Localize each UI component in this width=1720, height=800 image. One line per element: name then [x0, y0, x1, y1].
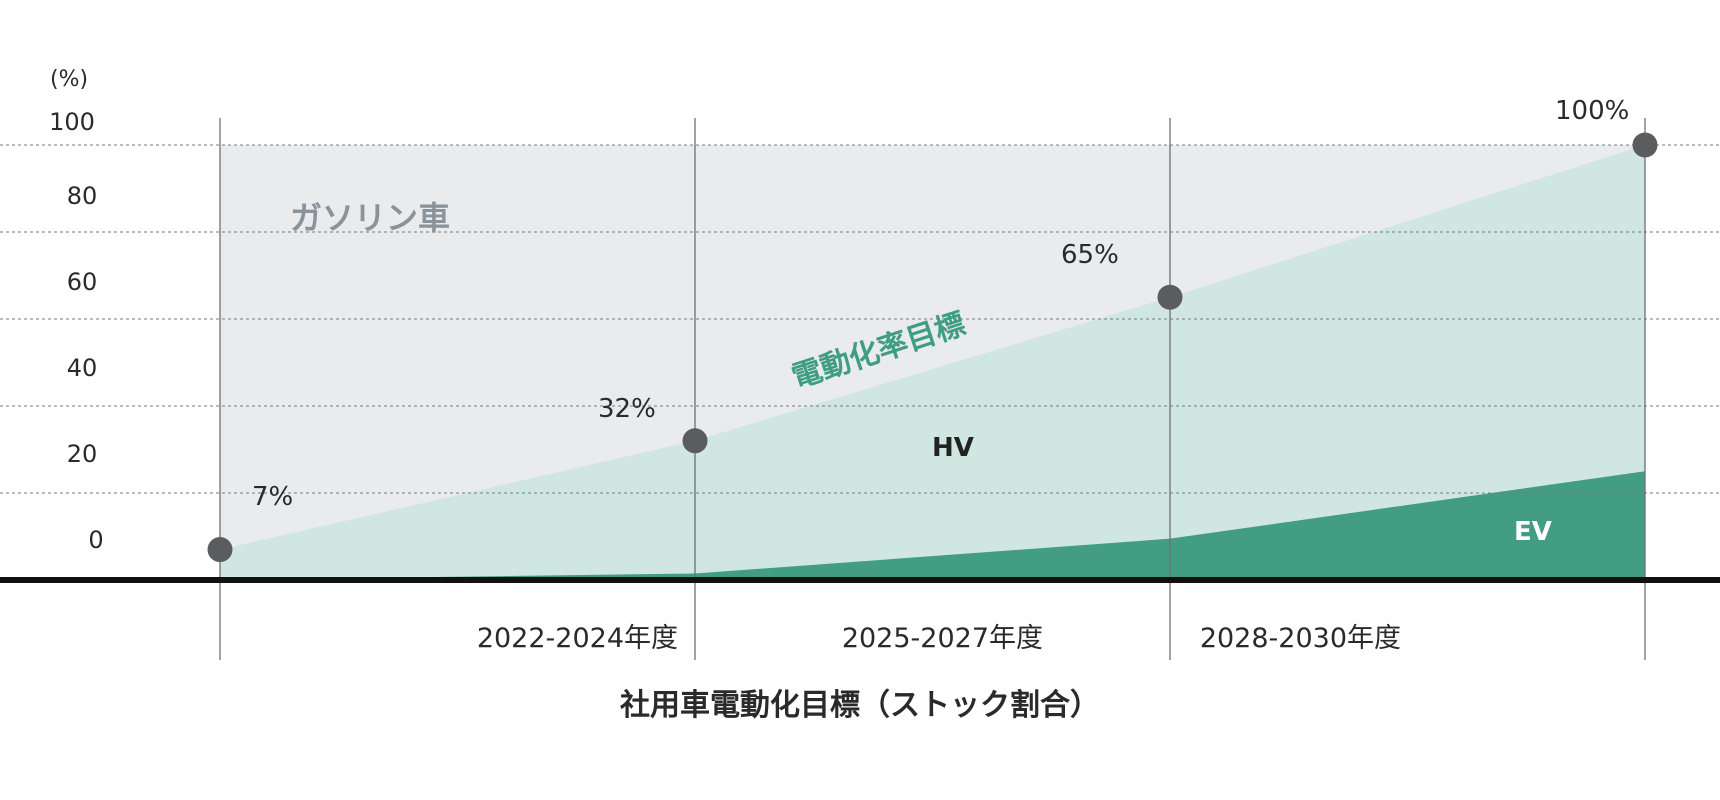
hv-series-label: HV [932, 433, 974, 463]
period-label-2025-2027: 2025-2027年度 [842, 623, 1043, 654]
data-label-100-percent: 100% [1555, 96, 1629, 126]
data-point-marker [682, 428, 708, 454]
data-label-7-percent: 7% [252, 482, 293, 512]
y-tick-label: 80 [67, 182, 98, 210]
y-tick-label: 100 [49, 108, 95, 136]
period-label-2028-2030: 2028-2030年度 [1200, 623, 1401, 654]
y-tick-label: 0 [88, 526, 103, 554]
data-point-marker [1632, 132, 1658, 158]
hv-area [220, 145, 1645, 580]
period-label-2022-2024: 2022-2024年度 [477, 623, 678, 654]
y-tick-label: 20 [67, 440, 98, 468]
data-label-32-percent: 32% [598, 394, 656, 424]
data-label-65-percent: 65% [1061, 240, 1119, 270]
chart-title: 社用車電動化目標（ストック割合） [620, 688, 1100, 723]
data-point-marker [207, 537, 233, 563]
gasoline-region-label: ガソリン車 [290, 199, 450, 237]
y-tick-label: 60 [67, 268, 98, 296]
ev-area [220, 471, 1645, 580]
data-point-marker [1157, 284, 1183, 310]
y-tick-label: 40 [67, 354, 98, 382]
ev-series-label: EV [1514, 517, 1552, 547]
y-axis-unit-label: (%) [50, 67, 88, 92]
